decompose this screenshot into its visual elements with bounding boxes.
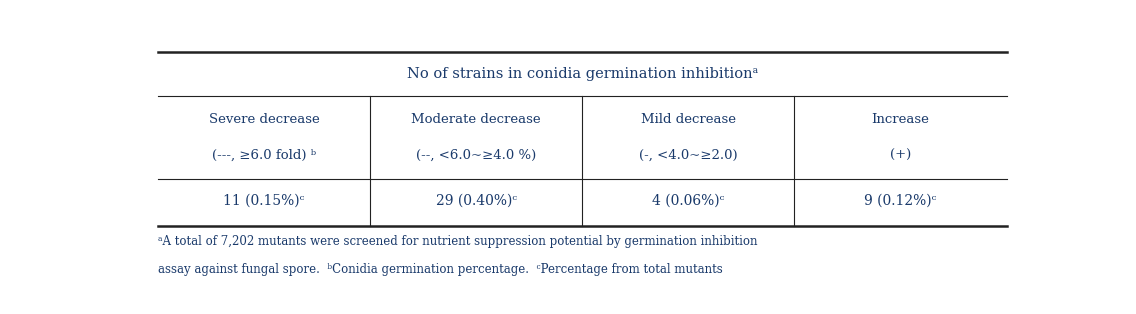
- Text: Mild decrease: Mild decrease: [641, 112, 736, 126]
- Text: Moderate decrease: Moderate decrease: [411, 112, 541, 126]
- Text: (+): (+): [889, 149, 911, 162]
- Text: 9 (0.12%)ᶜ: 9 (0.12%)ᶜ: [864, 193, 937, 207]
- Text: Increase: Increase: [871, 112, 929, 126]
- Text: (---, ≥6.0 fold) ᵇ: (---, ≥6.0 fold) ᵇ: [212, 149, 316, 162]
- Text: No of strains in conidia germination inhibitionᵃ: No of strains in conidia germination inh…: [407, 67, 758, 81]
- Text: Severe decrease: Severe decrease: [209, 112, 319, 126]
- Text: 11 (0.15%)ᶜ: 11 (0.15%)ᶜ: [224, 193, 304, 207]
- Text: 29 (0.40%)ᶜ: 29 (0.40%)ᶜ: [435, 193, 517, 207]
- Text: (--, <6.0~≥4.0 %): (--, <6.0~≥4.0 %): [416, 149, 536, 162]
- Text: 4 (0.06%)ᶜ: 4 (0.06%)ᶜ: [652, 193, 725, 207]
- Text: (-, <4.0~≥2.0): (-, <4.0~≥2.0): [638, 149, 737, 162]
- Text: assay against fungal spore.  ᵇConidia germination percentage.  ᶜPercentage from : assay against fungal spore. ᵇConidia ger…: [158, 263, 722, 276]
- Text: ᵃA total of 7,202 mutants were screened for nutrient suppression potential by ge: ᵃA total of 7,202 mutants were screened …: [158, 236, 758, 248]
